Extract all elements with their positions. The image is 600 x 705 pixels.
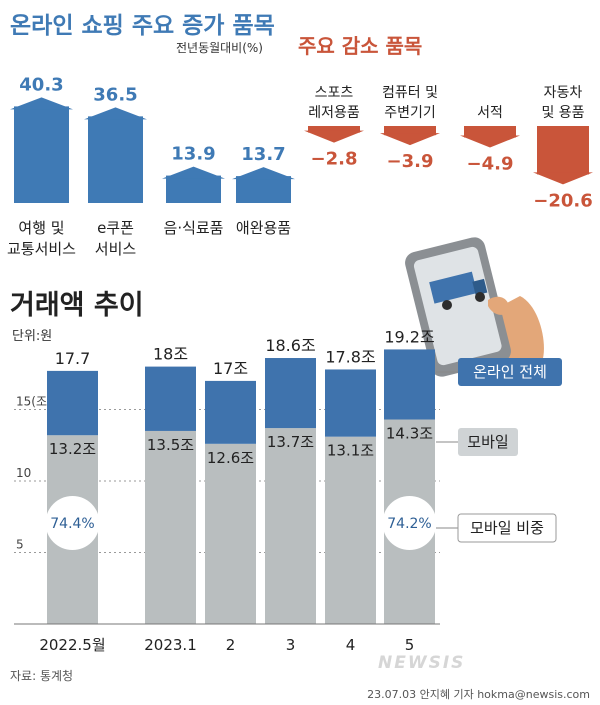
trend-unit: 단위:원	[12, 329, 52, 344]
increase-category-label: 서비스	[95, 240, 137, 258]
mobile-value-label: 13.7조	[267, 433, 314, 451]
trend-title: 거래액 추이	[10, 290, 144, 321]
mobile-bar	[265, 428, 316, 624]
increase-bar-arrow	[10, 97, 73, 110]
mobile-bar	[325, 436, 376, 624]
decrease-value-label: −2.8	[311, 149, 358, 170]
decrease-bar	[308, 126, 360, 133]
x-tick-label: 4	[346, 636, 356, 654]
legend-label: 온라인 전체	[473, 363, 547, 381]
increase-value-label: 13.9	[171, 144, 215, 165]
mobile-value-label: 13.5조	[147, 436, 194, 454]
legend-label: 모바일 비중	[470, 519, 544, 537]
total-bar	[384, 349, 435, 420]
x-tick-label: 3	[286, 636, 296, 654]
decrease-category-label: 및 용품	[541, 105, 584, 121]
newsis-watermark: NEWSIS	[378, 653, 465, 673]
decrease-category-label: 컴퓨터 및	[382, 85, 438, 101]
total-bar	[205, 380, 256, 444]
total-value-label: 17.8조	[325, 347, 375, 366]
increase-bar-arrow	[162, 166, 225, 179]
increase-value-label: 40.3	[19, 74, 63, 95]
legend-box	[458, 358, 562, 386]
decrease-bar-arrow	[460, 135, 520, 148]
increase-bar	[14, 106, 69, 203]
credit-line: 23.07.03 안지혜 기자 hokma@newsis.com	[367, 688, 590, 701]
decrease-bar-arrow	[304, 130, 364, 143]
total-value-label: 18.6조	[265, 336, 315, 355]
mobile-value-label: 13.1조	[327, 442, 374, 460]
mobile-share-circle	[382, 496, 437, 550]
increase-bar	[236, 176, 291, 203]
decrease-value-label: −20.6	[533, 190, 593, 211]
mobile-value-label: 13.2조	[49, 440, 96, 458]
decrease-value-label: −3.9	[387, 151, 434, 172]
y-tick-label: 5	[16, 538, 24, 552]
increase-bar	[88, 116, 143, 203]
total-bar	[47, 370, 98, 436]
mobile-bar	[145, 430, 196, 624]
trend-chart: 5 10 15(조) 17.7 13.2조 2022.5월 18조 13.5조 2023.1 17…	[14, 327, 562, 654]
decrease-category-label: 주변기기	[384, 105, 436, 121]
mobile-value-label: 12.6조	[207, 449, 254, 467]
total-bar	[325, 369, 376, 437]
increase-category-label: 여행 및	[18, 219, 64, 237]
total-value-label: 17조	[213, 359, 248, 378]
decrease-bar	[384, 126, 436, 136]
increase-category-label: 애완용품	[236, 219, 291, 237]
decrease-bar-arrow	[533, 172, 593, 185]
decrease-bar	[464, 126, 516, 138]
x-tick-label: 2023.1	[144, 636, 197, 654]
mobile-bar	[205, 443, 256, 624]
x-tick-label: 2022.5월	[39, 636, 105, 654]
mobile-share-label: 74.4%	[50, 516, 94, 532]
increase-category-label: 교통서비스	[7, 240, 76, 258]
x-tick-label: 2	[226, 636, 236, 654]
phone-illustration	[405, 237, 544, 377]
mobile-value-label: 14.3조	[386, 425, 433, 443]
increase-category-label: 음·식료품	[164, 219, 224, 237]
decrease-category-label: 스포츠	[315, 85, 354, 101]
source-note: 자료: 통계청	[10, 669, 73, 683]
decrease-category-label: 레저용품	[308, 105, 360, 121]
increase-category-label: e쿠폰	[97, 219, 134, 237]
decrease-category-label: 서적	[477, 105, 503, 121]
total-value-label: 19.2조	[384, 327, 434, 346]
increase-title: 온라인 쇼핑 주요 증가 품목	[10, 13, 275, 39]
legend-box	[457, 513, 557, 543]
decrease-category-label: 자동차	[544, 85, 583, 101]
y-tick-label: 10	[16, 466, 31, 480]
mobile-share-label: 74.2%	[387, 516, 431, 532]
legend-label: 모바일	[467, 433, 508, 451]
x-tick-label: 5	[405, 636, 415, 654]
total-bar	[265, 358, 316, 429]
mobile-share-circle	[45, 496, 100, 550]
increase-bar-arrow	[84, 107, 147, 120]
legend-box	[458, 428, 518, 456]
decrease-bar	[537, 126, 589, 175]
total-bar	[145, 366, 196, 431]
increase-value-label: 13.7	[241, 144, 285, 165]
decrease-bar-arrow	[380, 133, 440, 146]
increase-unit: 전년동월대비(%)	[176, 41, 263, 55]
increase-bar	[166, 175, 221, 203]
y-tick-label: 15(조)	[16, 395, 52, 409]
decrease-value-label: −4.9	[467, 154, 514, 175]
increase-value-label: 36.5	[93, 84, 137, 105]
decrease-title: 주요 감소 품목	[298, 34, 422, 58]
increase-bar-arrow	[232, 167, 295, 180]
total-value-label: 17.7	[55, 349, 91, 368]
total-value-label: 18조	[153, 345, 188, 364]
